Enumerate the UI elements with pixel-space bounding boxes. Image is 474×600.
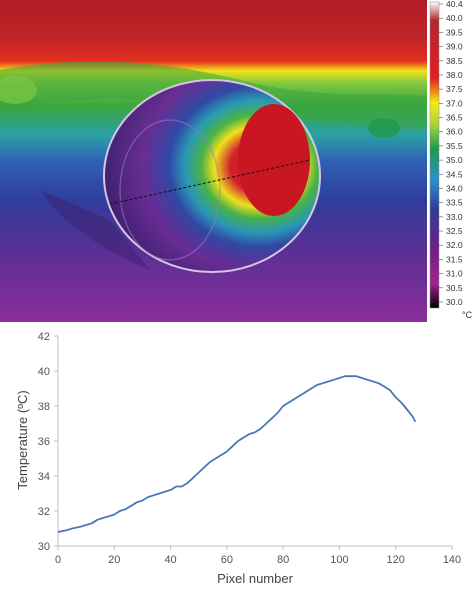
y-tick-label: 34 bbox=[38, 471, 50, 483]
x-tick-label: 80 bbox=[277, 554, 289, 566]
colorbar-ticks: 40.4 40.0 39.5 39.0 38.5 38.0 37.5 37.0 36.5 36.0… bbox=[439, 0, 463, 307]
y-axis-label: Temperature (ºC) bbox=[15, 390, 30, 489]
colorbar-tick-label: 39.5 bbox=[446, 27, 463, 37]
colorbar-tick-label: 37.5 bbox=[446, 84, 463, 94]
colorbar-tick-label: 39.0 bbox=[446, 42, 463, 52]
y-tick-label: 36 bbox=[38, 436, 50, 448]
colorbar-tick-label: 40.0 bbox=[446, 13, 463, 23]
dark-shadow bbox=[40, 190, 150, 270]
y-tick-label: 30 bbox=[38, 541, 50, 553]
colorbar-tick-label: 33.5 bbox=[446, 198, 463, 208]
colorbar-tick-label: 33.0 bbox=[446, 212, 463, 222]
x-tick-label: 40 bbox=[164, 554, 176, 566]
x-tick-label: 120 bbox=[387, 554, 405, 566]
right-green-spot bbox=[368, 118, 400, 138]
sphere-hot-core bbox=[238, 104, 310, 216]
thermal-image-panel: 40.4 40.0 39.5 39.0 38.5 38.0 37.5 37.0 36.5 36.0… bbox=[0, 0, 474, 322]
sphere-inner-rim bbox=[119, 119, 221, 261]
y-tick-label: 42 bbox=[38, 331, 50, 343]
x-tick-label: 0 bbox=[55, 554, 61, 566]
colorbar-tick-label: 36.0 bbox=[446, 127, 463, 137]
colorbar-tick-label: 35.5 bbox=[446, 141, 463, 151]
colorbar-tick-label: 31.5 bbox=[446, 254, 463, 264]
colorbar-tick-label: 32.0 bbox=[446, 240, 463, 250]
x-tick-label: 100 bbox=[330, 554, 348, 566]
x-tick-label: 20 bbox=[108, 554, 120, 566]
colorbar-tick-label: 31.0 bbox=[446, 269, 463, 279]
y-tick-label: 38 bbox=[38, 401, 50, 413]
colorbar-tick-label: 37.0 bbox=[446, 98, 463, 108]
x-axis-label: Pixel number bbox=[217, 571, 294, 586]
temperature-series-line bbox=[57, 375, 417, 533]
colorbar-tick-label: 32.5 bbox=[446, 226, 463, 236]
colorbar-tick-label: 34.0 bbox=[446, 183, 463, 193]
colorbar-tick-label: 35.0 bbox=[446, 155, 463, 165]
colorbar-tick-label: 40.4 bbox=[446, 0, 463, 9]
temperature-line-chart: 0 20 40 60 80 100 120 140 30 32 34 36 38 40 42 Pixel n… bbox=[15, 331, 461, 586]
chart-axes: 0 20 40 60 80 100 120 140 30 32 34 36 38 40 42 bbox=[38, 331, 461, 566]
chart-series bbox=[57, 375, 417, 533]
colorbar-tick-label: 34.5 bbox=[446, 169, 463, 179]
colorbar bbox=[429, 1, 440, 309]
x-tick-label: 60 bbox=[221, 554, 233, 566]
measurement-line bbox=[109, 159, 311, 205]
colorbar-tick-label: 38.0 bbox=[446, 70, 463, 80]
y-tick-label: 40 bbox=[38, 366, 50, 378]
y-tick-label: 32 bbox=[38, 506, 50, 518]
left-hot-spot bbox=[0, 76, 37, 104]
colorbar-tick-label: 38.5 bbox=[446, 56, 463, 66]
colorbar-tick-label: 36.5 bbox=[446, 113, 463, 123]
colorbar-tick-label: 30.5 bbox=[446, 283, 463, 293]
x-tick-label: 140 bbox=[443, 554, 461, 566]
colorbar-unit: °C bbox=[462, 310, 473, 320]
colorbar-tick-label: 30.0 bbox=[446, 297, 463, 307]
